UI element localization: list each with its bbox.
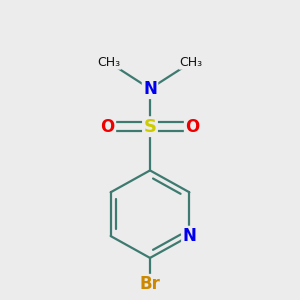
Text: N: N	[143, 80, 157, 98]
Text: Br: Br	[140, 275, 160, 293]
Text: O: O	[100, 118, 115, 136]
Text: N: N	[182, 227, 196, 245]
Text: O: O	[185, 118, 200, 136]
Text: S: S	[143, 118, 157, 136]
Text: CH₃: CH₃	[98, 56, 121, 69]
Text: CH₃: CH₃	[179, 56, 203, 69]
